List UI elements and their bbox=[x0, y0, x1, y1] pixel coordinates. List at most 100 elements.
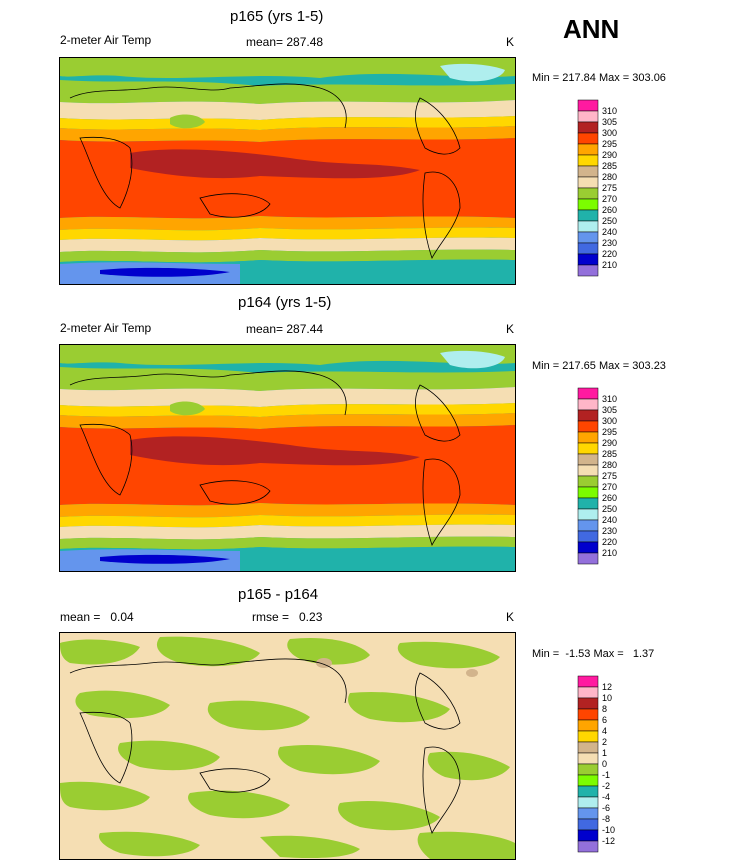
panel2-colorbar-tick-label: 305 bbox=[602, 405, 617, 415]
panel3-colorbar-tick-label: 8 bbox=[602, 704, 607, 714]
panel2-colorbar-swatch bbox=[577, 497, 599, 510]
panel1-colorbar-swatch bbox=[577, 165, 599, 178]
panel1-colorbar-tick-label: 260 bbox=[602, 205, 617, 215]
panel3-colorbar-tick-label: -6 bbox=[602, 803, 610, 813]
panel1-colorbar-tick-label: 300 bbox=[602, 128, 617, 138]
panel2-colorbar-tick-label: 285 bbox=[602, 449, 617, 459]
panel1-colorbar-swatch bbox=[577, 121, 599, 134]
panel1-title: p165 (yrs 1-5) bbox=[230, 8, 324, 25]
panel2-colorbar-tick-label: 210 bbox=[602, 548, 617, 558]
panel3-colorbar-swatch bbox=[577, 730, 599, 743]
panel1-minmax: Min = 217.84 Max = 303.06 bbox=[532, 72, 666, 84]
panel2-map bbox=[59, 344, 516, 572]
panel3-units: K bbox=[506, 610, 515, 624]
panel3-colorbar-swatch bbox=[577, 840, 599, 853]
panel1-mean-label: mean= 287.48 bbox=[246, 35, 324, 49]
panel2-colorbar-swatch bbox=[577, 530, 599, 543]
panel3-colorbar-swatch bbox=[577, 829, 599, 842]
panel2-colorbar-tick-label: 275 bbox=[602, 471, 617, 481]
panel1-colorbar-tick-label: 240 bbox=[602, 227, 617, 237]
panel1-colorbar-swatch bbox=[577, 176, 599, 189]
panel2-colorbar-tick-label: 300 bbox=[602, 416, 617, 426]
panel3-colorbar-swatch bbox=[577, 686, 599, 699]
panel1-colorbar-swatch bbox=[577, 110, 599, 123]
panel2-colorbar-swatch bbox=[577, 519, 599, 532]
panel1-colorbar-swatch bbox=[577, 187, 599, 200]
panel3-colorbar-swatch bbox=[577, 752, 599, 765]
panel2-colorbar-tick-label: 270 bbox=[602, 482, 617, 492]
panel2-title: p164 (yrs 1-5) bbox=[238, 294, 332, 311]
panel3-colorbar-tick-label: -10 bbox=[602, 825, 615, 835]
panel3-colorbar-swatch bbox=[577, 785, 599, 798]
panel1-colorbar-swatch bbox=[577, 143, 599, 156]
panel1-colorbar-swatch bbox=[577, 220, 599, 233]
panel3-colorbar-swatch bbox=[577, 741, 599, 754]
panel2-colorbar-tick-label: 290 bbox=[602, 438, 617, 448]
panel3-rmse-label: rmse = 0.23 bbox=[252, 610, 323, 624]
panel3-colorbar-swatch bbox=[577, 774, 599, 787]
panel2-colorbar-swatch bbox=[577, 398, 599, 411]
panel1-colorbar-tick-label: 275 bbox=[602, 183, 617, 193]
panel3-colorbar-tick-label: -1 bbox=[602, 770, 610, 780]
panel2-colorbar-tick-label: 260 bbox=[602, 493, 617, 503]
panel3-minmax: Min = -1.53 Max = 1.37 bbox=[532, 648, 655, 660]
panel1-colorbar-swatch bbox=[577, 99, 599, 112]
panel1-colorbar-tick-label: 270 bbox=[602, 194, 617, 204]
panel1-colorbar-tick-label: 280 bbox=[602, 172, 617, 182]
panel2-colorbar-tick-label: 280 bbox=[602, 460, 617, 470]
panel3-mean-label: mean = 0.04 bbox=[60, 610, 134, 624]
panel3-colorbar-swatch bbox=[577, 697, 599, 710]
panel3-colorbar-swatch bbox=[577, 818, 599, 831]
panel3-colorbar-swatch bbox=[577, 719, 599, 732]
panel2-colorbar-swatch bbox=[577, 508, 599, 521]
panel1-colorbar-swatch bbox=[577, 198, 599, 211]
panel2-colorbar-swatch bbox=[577, 442, 599, 455]
panel1-colorbar-swatch bbox=[577, 154, 599, 167]
panel2-minmax: Min = 217.65 Max = 303.23 bbox=[532, 360, 666, 372]
panel1-variable-label: 2-meter Air Temp bbox=[60, 33, 152, 47]
panel2-mean-label: mean= 287.44 bbox=[246, 322, 324, 336]
panel3-colorbar-swatch bbox=[577, 796, 599, 809]
panel1-units: K bbox=[506, 35, 515, 49]
panel1-colorbar-swatch bbox=[577, 264, 599, 277]
panel3-colorbar-tick-label: 12 bbox=[602, 682, 612, 692]
panel2-colorbar-swatch bbox=[577, 486, 599, 499]
panel1-colorbar-tick-label: 305 bbox=[602, 117, 617, 127]
panel2-variable-label: 2-meter Air Temp bbox=[60, 321, 152, 335]
panel3-colorbar-swatch bbox=[577, 675, 599, 688]
panel3-colorbar-tick-label: 6 bbox=[602, 715, 607, 725]
panel2-colorbar-tick-label: 230 bbox=[602, 526, 617, 536]
panel1-colorbar-swatch bbox=[577, 231, 599, 244]
panel1-map bbox=[59, 57, 516, 285]
panel1-colorbar-swatch bbox=[577, 242, 599, 255]
panel1-colorbar-tick-label: 220 bbox=[602, 249, 617, 259]
panel2-colorbar-swatch bbox=[577, 541, 599, 554]
panel2-colorbar-swatch bbox=[577, 552, 599, 565]
panel2-colorbar-swatch bbox=[577, 464, 599, 477]
panel1-colorbar-swatch bbox=[577, 209, 599, 222]
panel3-colorbar-swatch bbox=[577, 763, 599, 776]
panel3-colorbar-tick-label: -12 bbox=[602, 836, 615, 846]
panel3-colorbar-swatch bbox=[577, 807, 599, 820]
panel2-colorbar-swatch bbox=[577, 431, 599, 444]
panel2-colorbar-swatch bbox=[577, 420, 599, 433]
panel1-colorbar-tick-label: 310 bbox=[602, 106, 617, 116]
panel2-colorbar-tick-label: 240 bbox=[602, 515, 617, 525]
panel3-colorbar-tick-label: 2 bbox=[602, 737, 607, 747]
panel2-colorbar-tick-label: 310 bbox=[602, 394, 617, 404]
panel3-title: p165 - p164 bbox=[238, 586, 319, 603]
panel3-colorbar-tick-label: -4 bbox=[602, 792, 610, 802]
season-label: ANN bbox=[563, 14, 620, 44]
panel3-colorbar-swatch bbox=[577, 708, 599, 721]
panel2-colorbar-tick-label: 220 bbox=[602, 537, 617, 547]
panel1-colorbar-swatch bbox=[577, 253, 599, 266]
panel1-colorbar-swatch bbox=[577, 132, 599, 145]
panel2-colorbar-swatch bbox=[577, 387, 599, 400]
panel1-colorbar-tick-label: 285 bbox=[602, 161, 617, 171]
panel1-colorbar-tick-label: 290 bbox=[602, 150, 617, 160]
panel2-colorbar-swatch bbox=[577, 409, 599, 422]
panel2-units: K bbox=[506, 322, 515, 336]
panel3-colorbar-tick-label: 10 bbox=[602, 693, 612, 703]
panel3-colorbar-tick-label: 1 bbox=[602, 748, 607, 758]
panel2-colorbar-swatch bbox=[577, 475, 599, 488]
